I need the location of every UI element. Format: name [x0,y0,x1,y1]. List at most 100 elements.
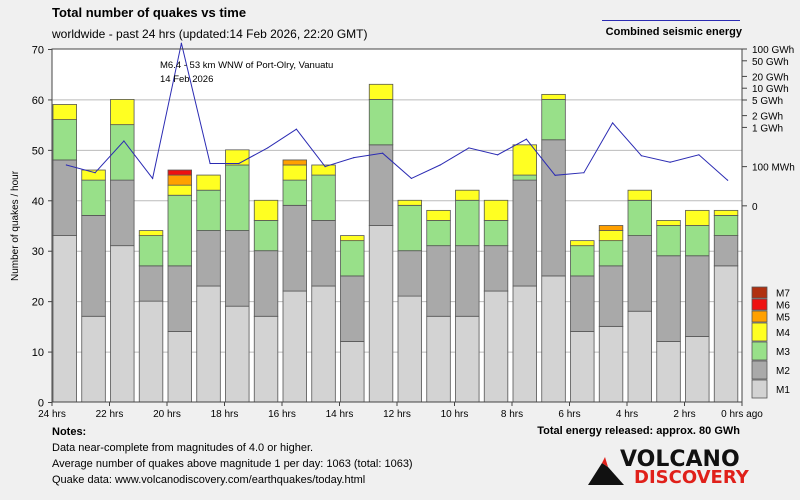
x-tick-label: 20 hrs [153,409,181,420]
bar-segment-m4 [340,235,365,242]
bar-segment-m1 [570,330,595,403]
y-tick-label: 10 [32,347,44,359]
bar-segment-m3 [397,204,422,252]
legend-label-m4: M4 [776,328,790,339]
y-tick-label: 20 [32,297,44,309]
x-tick-label: 24 hrs [38,409,66,420]
notes-line-3: Quake data: www.volcanodiscovery.com/ear… [52,474,366,486]
bar-segment-m1 [110,245,135,403]
bar-stack [138,230,164,403]
bar-segment-m6 [167,169,192,176]
bar-segment-m2 [598,265,624,327]
bar-stack [196,174,221,403]
x-tick-label: 16 hrs [268,409,296,420]
bar-segment-m3 [340,240,365,277]
bar-segment-m1 [340,341,365,403]
energy-point [698,154,700,156]
bar-segment-m3 [541,99,566,141]
bar-segment-m3 [81,179,106,216]
legend-label-m7: M7 [776,289,790,300]
energy-point [554,174,556,176]
bar-stack [570,240,595,403]
bar-segment-m2 [110,179,135,247]
energy-point [267,147,269,149]
notes-line-2: Average number of quakes above magnitude… [52,458,413,470]
energy-point [152,177,154,180]
bar-segment-m2 [713,235,739,267]
bar-segment-m3 [713,215,739,236]
bar-segment-m1 [138,300,164,403]
energy-point [669,161,671,163]
energy-point [439,164,441,166]
energy-tick-label: 20 GWh [752,72,789,83]
legend-label-m5: M5 [776,313,790,324]
bar-segment-m4 [282,164,307,181]
bar-stack [52,104,77,403]
bar-segment-m1 [426,315,451,403]
bar-segment-m1 [483,290,509,403]
bar-segment-m1 [196,285,221,403]
energy-point [123,140,125,142]
energy-point [727,179,729,181]
bar-segment-m4 [627,189,652,201]
bar-segment-m4 [110,99,135,126]
energy-point [468,147,470,149]
y-axis: 0 10 20 30 40 50 60 70 [32,45,52,410]
y-axis-label: Number of quakes / hour [10,170,21,281]
bar-stack [253,199,279,403]
bar-segment-m1 [598,325,624,403]
bar-segment-m1 [685,336,710,403]
bar-segment-m2 [541,139,566,277]
bar-segment-m1 [397,295,422,403]
bar-segment-m1 [311,285,336,403]
bar-segment-m3 [598,240,624,267]
bar-stack [426,209,451,403]
bar-segment-m4 [570,240,595,247]
bar-segment-m2 [627,235,652,312]
legend-swatch-m4 [751,322,768,342]
legend-label-m6: M6 [776,301,790,312]
x-tick-label: 6 hrs [558,409,580,420]
bar-segment-m3 [225,164,250,231]
bar-segment-m4 [368,83,394,100]
bar-segment-m2 [685,255,710,337]
bar-segment-m2 [426,245,451,317]
bar-segment-m1 [368,225,394,403]
bar-segment-m3 [311,174,336,221]
bar-segment-m3 [483,220,509,247]
bar-segment-m5 [282,159,307,166]
notes: Notes: Data near-complete from magnitude… [52,424,413,488]
bar-segment-m1 [167,330,192,403]
bar-segment-m5 [167,174,192,186]
grid [52,99,742,353]
energy-legend-line [602,20,740,21]
bar-segment-m4 [455,189,480,201]
bar-segment-m2 [196,230,221,287]
bar-segment-m2 [138,265,164,302]
x-tick-label: 8 hrs [501,409,523,420]
bar-stack [167,169,192,403]
bar-segment-m1 [282,290,307,403]
energy-point [410,177,412,180]
x-tick-label: 4 hrs [616,409,638,420]
bar-segment-m1 [225,305,250,403]
bar-stack [340,235,365,403]
bar-segment-m2 [311,220,336,287]
legend-swatch-m1 [751,379,768,399]
legend-label-m1: M1 [776,385,790,396]
bar-segment-m4 [81,169,106,181]
bar-stack [598,225,624,403]
x-tick-label: 18 hrs [211,409,239,420]
x-tick-label: 2 hrs [673,409,695,420]
y-tick-label: 70 [32,45,44,57]
bar-segment-m4 [196,174,221,191]
bar-stack [110,99,135,403]
volcanodiscovery-logo[interactable]: VOLCANO DISCOVERY [588,447,749,493]
x-tick-label: 22 hrs [96,409,124,420]
energy-point [353,156,355,159]
bar-stack [541,93,566,403]
bar-stack [81,169,106,403]
bar-segment-m3 [512,174,537,181]
bar-segment-m3 [282,179,307,206]
